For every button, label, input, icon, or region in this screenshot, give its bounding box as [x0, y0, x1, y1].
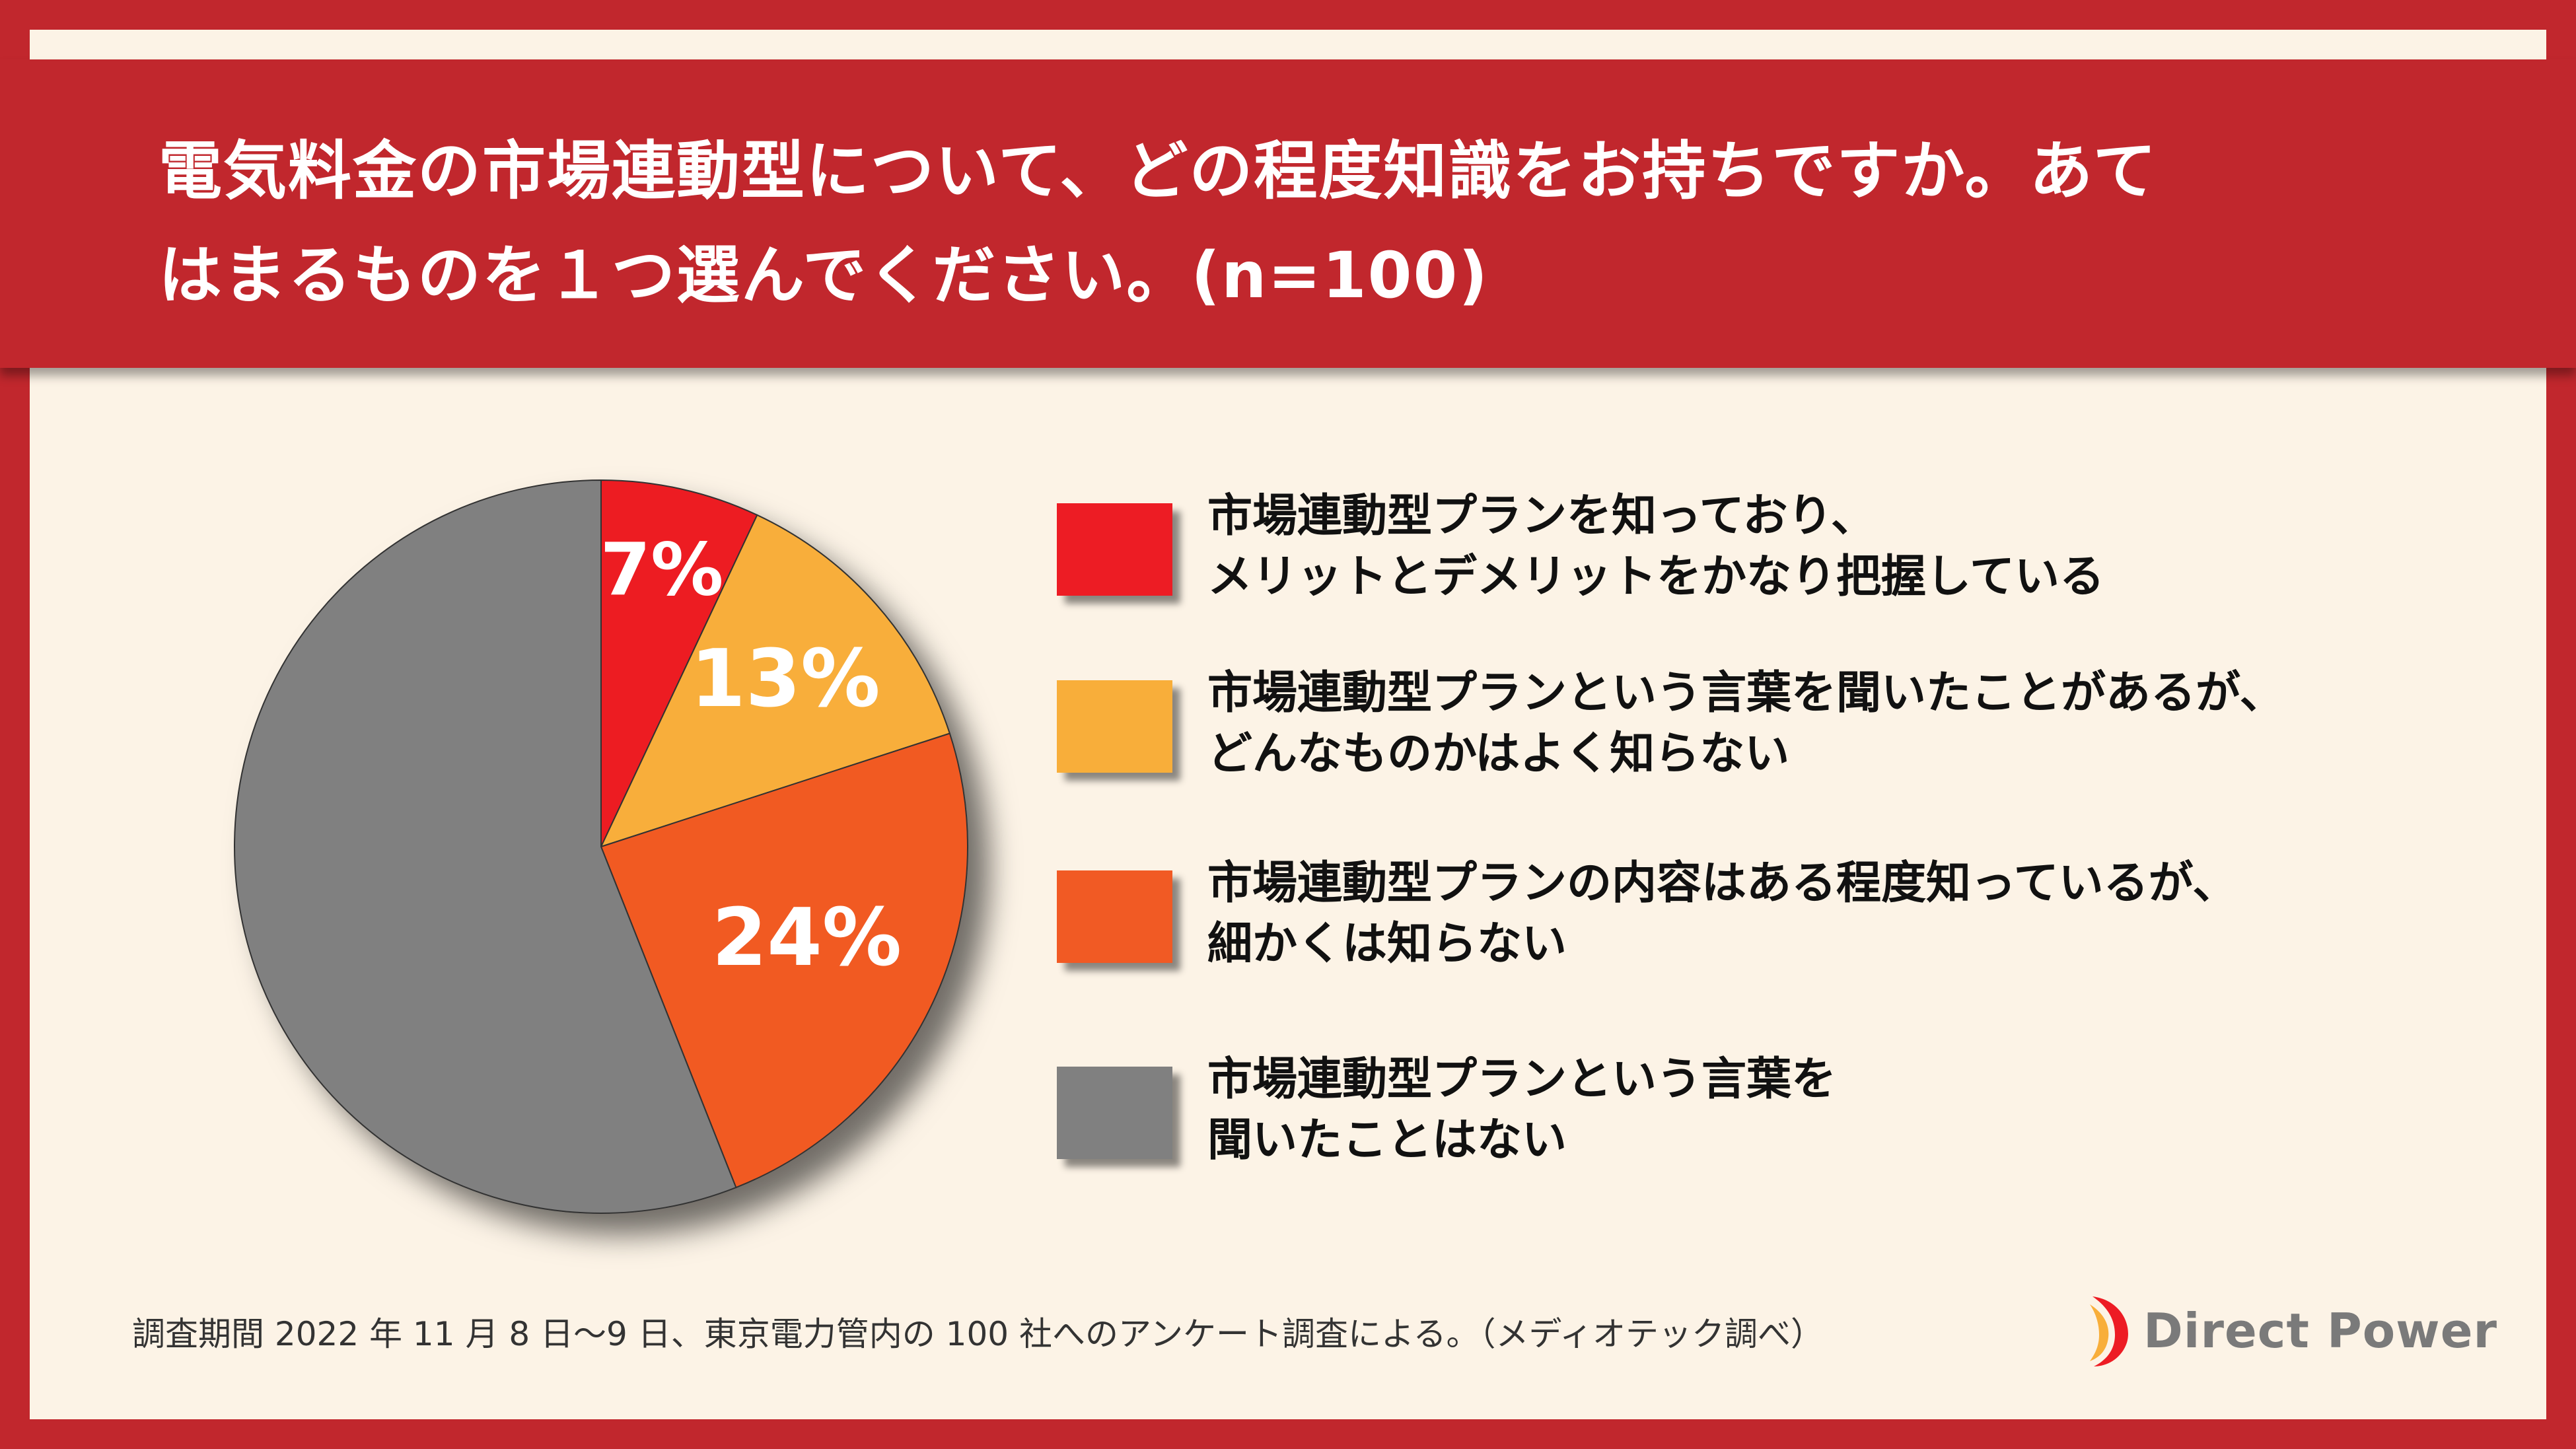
legend-swatch-4: [1057, 1067, 1172, 1159]
brand-logo: Direct Power: [2081, 1291, 2503, 1370]
legend-label-1-line-1: 市場連動型プランを知っており、: [1207, 490, 1876, 542]
legend-swatch-3: [1057, 870, 1172, 963]
legend-label-1-line-2: メリットとデメリットをかなり把握している: [1207, 551, 2104, 603]
title-line-2: はまるものを１つ選んでください。(n=100): [159, 238, 1489, 312]
page-title: 電気料金の市場連動型について、どの程度知識をお持ちですか。あて はまるものを１つ…: [159, 119, 2470, 328]
legend-label-4-line-1: 市場連動型プランという言葉を: [1207, 1053, 1837, 1106]
pie-slice-4: [234, 479, 737, 1214]
pie-label-3: 24%: [712, 892, 902, 984]
title-line-1: 電気料金の市場連動型について、どの程度知識をお持ちですか。あて: [159, 134, 2158, 208]
pie-label-1: 7%: [600, 528, 724, 612]
legend-swatch-2: [1057, 680, 1172, 773]
legend-label-4-line-2: 聞いたことはない: [1207, 1114, 1567, 1166]
title-banner: [0, 59, 2576, 368]
brand-name: Direct Power: [2143, 1303, 2498, 1359]
legend-label-3-line-1: 市場連動型プランの内容はある程度知っているが、: [1207, 857, 2238, 909]
pie-slice-2: [600, 514, 951, 848]
direct-power-logo-icon: [2090, 1296, 2128, 1366]
survey-footnote: 調査期間 2022 年 11 月 8 日〜9 日、東京電力管内の 100 社への…: [132, 1315, 1824, 1353]
legend-label-2-line-1: 市場連動型プランという言葉を聞いたことがあるが、: [1207, 667, 2285, 719]
legend-label-2-line-2: どんなものかはよく知らない: [1207, 728, 1790, 780]
legend-swatch-1: [1057, 503, 1172, 596]
pie-slice-1: [600, 479, 758, 847]
pie-label-2: 13%: [690, 633, 880, 725]
legend-label-3-line-2: 細かくは知らない: [1207, 918, 1567, 970]
pie-slice-3: [600, 732, 969, 1189]
